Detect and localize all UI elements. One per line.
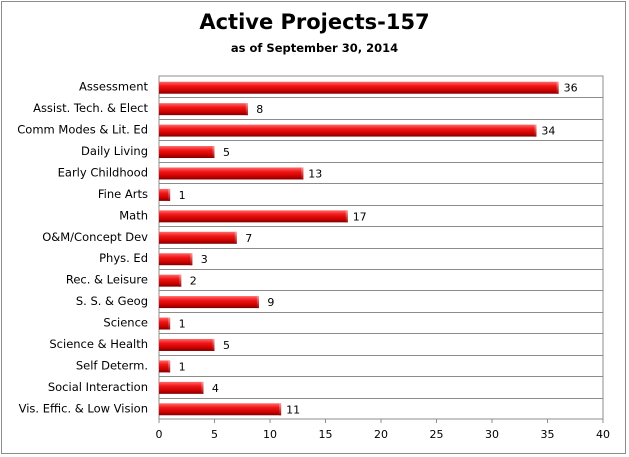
x-tick-label: 20 bbox=[374, 428, 388, 441]
value-label: 2 bbox=[190, 275, 197, 288]
category-label: O&M/Concept Dev bbox=[42, 230, 148, 244]
bar bbox=[159, 81, 559, 94]
value-label: 4 bbox=[212, 382, 219, 395]
x-tick-label: 40 bbox=[596, 428, 610, 441]
bar-cap bbox=[168, 317, 171, 330]
bar bbox=[159, 381, 204, 394]
value-labels: 36 8 34 5 13 1 17 7 32 9 1 5 1 4 11 bbox=[179, 82, 578, 417]
bar bbox=[159, 274, 182, 287]
bar-cap bbox=[245, 103, 248, 116]
bar bbox=[159, 146, 215, 159]
x-tick-label: 35 bbox=[541, 428, 555, 441]
bar-cap bbox=[201, 381, 204, 394]
bar-cap bbox=[168, 188, 171, 201]
category-label: Early Childhood bbox=[58, 165, 148, 179]
category-label: Vis. Effic. & Low Vision bbox=[19, 401, 148, 415]
value-label: 1 bbox=[179, 189, 186, 202]
bar bbox=[159, 253, 193, 266]
bar bbox=[159, 210, 348, 223]
category-label: Science bbox=[103, 316, 148, 330]
value-label: 5 bbox=[223, 339, 230, 352]
category-label: Social Interaction bbox=[48, 380, 148, 394]
x-tick-label: 30 bbox=[485, 428, 499, 441]
chart-title: Active Projects-157 bbox=[199, 10, 430, 34]
chart-subtitle: as of September 30, 2014 bbox=[230, 41, 399, 55]
x-axis: 0 5 10 15 20 25 30 35 40 bbox=[156, 419, 610, 441]
bar bbox=[159, 124, 537, 137]
value-label: 5 bbox=[223, 146, 230, 159]
bar bbox=[159, 338, 215, 351]
x-tick-label: 0 bbox=[156, 428, 163, 441]
bar bbox=[159, 403, 282, 416]
bar-cap bbox=[534, 124, 537, 137]
bar-cap bbox=[301, 167, 304, 180]
value-label: 8 bbox=[256, 103, 263, 116]
category-label: Comm Modes & Lit. Ed bbox=[17, 123, 148, 137]
bar bbox=[159, 231, 237, 244]
x-tick-label: 25 bbox=[430, 428, 444, 441]
x-tick-label: 15 bbox=[319, 428, 333, 441]
x-tick-label: 5 bbox=[211, 428, 218, 441]
bar-cap bbox=[212, 146, 215, 159]
value-label: 7 bbox=[245, 232, 252, 245]
value-label: 13 bbox=[308, 167, 322, 180]
category-label: Self Determ. bbox=[76, 358, 148, 372]
category-label: S. S. & Geog bbox=[76, 294, 148, 308]
grid-lines bbox=[159, 97, 603, 399]
category-label: Science & Health bbox=[49, 337, 148, 351]
value-label: 1 bbox=[179, 360, 186, 373]
category-label: Fine Arts bbox=[98, 187, 148, 201]
value-label: 9 bbox=[267, 296, 274, 309]
bars bbox=[159, 81, 559, 416]
category-label: Math bbox=[119, 208, 148, 222]
category-labels: Assessment Assist. Tech. & Elect Comm Mode… bbox=[17, 80, 148, 416]
bar-cap bbox=[168, 360, 171, 373]
category-label: Daily Living bbox=[81, 144, 148, 158]
bar bbox=[159, 296, 259, 309]
value-label: 36 bbox=[564, 82, 578, 95]
bar bbox=[159, 317, 171, 330]
bar-cap bbox=[234, 231, 237, 244]
category-label: Assessment bbox=[79, 80, 148, 94]
bar-cap bbox=[212, 338, 215, 351]
bar-cap bbox=[556, 81, 559, 94]
value-label: 1 bbox=[179, 318, 186, 331]
value-label: 11 bbox=[286, 403, 300, 416]
value-label: 3 bbox=[201, 253, 208, 266]
category-label: Phys. Ed bbox=[99, 251, 148, 265]
x-tick-label: 10 bbox=[263, 428, 277, 441]
value-label: 34 bbox=[541, 125, 555, 138]
bar bbox=[159, 103, 248, 116]
bar bbox=[159, 167, 304, 180]
bar-cap bbox=[256, 296, 259, 309]
bar bbox=[159, 188, 171, 201]
bar-cap bbox=[279, 403, 282, 416]
value-label: 17 bbox=[353, 210, 367, 223]
category-label: Assist. Tech. & Elect bbox=[33, 101, 148, 115]
bar bbox=[159, 360, 171, 373]
bar-cap bbox=[179, 274, 182, 287]
category-label: Rec. & Leisure bbox=[66, 273, 148, 287]
bar-cap bbox=[190, 253, 193, 266]
bar-cap bbox=[345, 210, 348, 223]
